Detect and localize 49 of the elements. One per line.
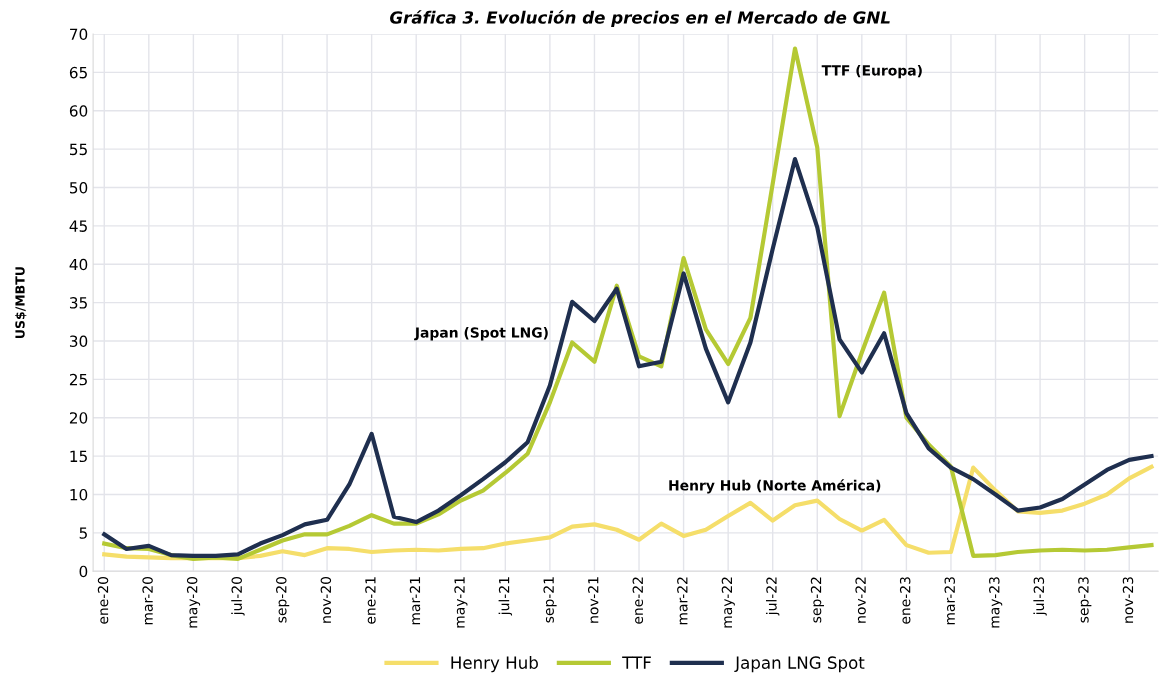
annotation: Japan (Spot LNG) [414, 327, 548, 341]
y-tick-label: 40 [69, 258, 88, 271]
line-series [102, 464, 1154, 561]
x-tick-label: ene-23 [899, 577, 911, 624]
x-tick-label: nov-22 [855, 577, 866, 623]
x-tick-label: sep-23 [1078, 577, 1092, 623]
x-tick-label: mar-22 [677, 577, 688, 625]
x-tick-label: nov-23 [1122, 577, 1134, 623]
x-tick-label: may-21 [454, 577, 468, 628]
x-tick-label: may-23 [989, 577, 1003, 628]
x-tick-label: sep-21 [543, 577, 557, 623]
x-tick-label: mar-20 [142, 576, 153, 625]
y-tick-label: 70 [70, 28, 88, 41]
legend-label: Henry Hub [451, 656, 538, 673]
annotation: Henry Hub (Norte América) [669, 479, 881, 494]
y-tick-label: 5 [79, 527, 87, 539]
x-tick-label: may-22 [721, 577, 735, 628]
x-tick-label: may-20 [186, 576, 201, 628]
y-tick-label: 15 [70, 450, 87, 463]
x-tick-label: jul-22 [765, 577, 780, 616]
y-tick-label: 35 [69, 297, 87, 309]
y-tick-label: 10 [70, 488, 88, 501]
annotation: TTF (Europa) [821, 64, 922, 79]
x-tick-label: nov-21 [587, 577, 599, 623]
legend-label: TTF [622, 656, 651, 669]
y-tick-label: 30 [69, 335, 88, 347]
x-tick-label: ene-22 [632, 577, 644, 624]
line-series [102, 157, 1154, 558]
x-tick-label: sep-20 [276, 576, 290, 623]
y-tick-label: 0 [79, 565, 88, 578]
x-tick-label: mar-21 [409, 577, 421, 625]
y-tick-label: 25 [69, 373, 87, 386]
x-tick-label: jul-20 [231, 576, 245, 616]
x-tick-label: mar-23 [944, 577, 955, 625]
y-tick-label: 65 [69, 66, 87, 79]
y-tick-label: 20 [69, 412, 88, 424]
x-tick-label: sep-22 [810, 577, 824, 623]
x-tick-label: jul-21 [498, 577, 513, 616]
y-tick-label: 50 [70, 181, 88, 194]
x-tick-label: jul-23 [1033, 577, 1047, 616]
y-tick-label: 45 [69, 220, 87, 232]
y-tick-label: 60 [69, 105, 88, 117]
y-tick-label: 55 [70, 143, 87, 156]
x-tick-label: nov-20 [320, 576, 332, 623]
chart-title: Gráfica 3. Evolución de precios en el Mercado de GNL [390, 10, 890, 27]
legend-label: Japan LNG Spot [734, 656, 865, 673]
y-axis-title: US$/MBTU [15, 267, 27, 338]
x-tick-label: ene-21 [365, 577, 376, 624]
x-tick-label: ene-20 [97, 576, 109, 624]
